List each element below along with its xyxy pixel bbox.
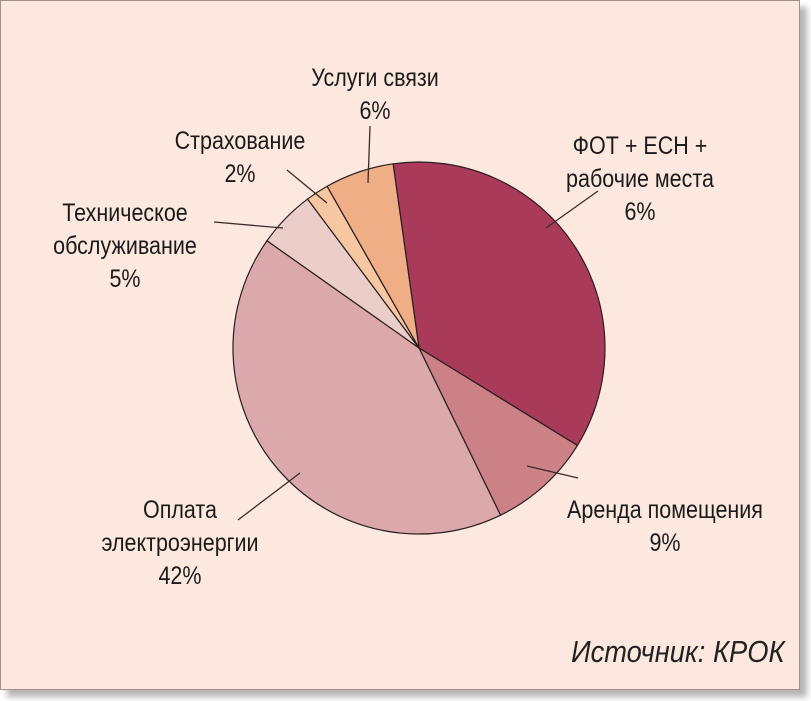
- label-electricity-line1: Оплата: [143, 496, 217, 524]
- label-arenda-pct: 9%: [649, 529, 681, 557]
- leader-line-communications: [367, 125, 371, 184]
- label-communications: Услуги связи 6%: [280, 62, 469, 128]
- label-insurance-line1: Страхование: [174, 127, 306, 155]
- label-arenda: Аренда помещения 9%: [540, 494, 789, 560]
- pie-slice-communications: [326, 163, 420, 349]
- leader-line-maintenance: [213, 221, 284, 229]
- label-fot-line2: рабочие места: [566, 165, 714, 193]
- label-fot-line1: ФОТ + ЕСН +: [572, 132, 708, 160]
- label-fot-pct: 6%: [624, 198, 656, 226]
- pie-slice-arenda: [417, 346, 579, 516]
- label-electricity-pct: 42%: [158, 562, 202, 590]
- leader-line-electricity: [237, 472, 301, 521]
- label-insurance-pct: 2%: [224, 160, 256, 188]
- pie-slice-electricity: [232, 239, 502, 535]
- label-insurance: Страхование 2%: [154, 125, 326, 191]
- label-communications-line1: Услуги связи: [311, 64, 439, 92]
- label-maintenance-pct: 5%: [109, 265, 141, 293]
- leader-line-insurance: [286, 169, 328, 204]
- label-communications-pct: 6%: [359, 97, 391, 125]
- source-note: Источник: КРОК: [571, 634, 785, 669]
- label-fot: ФОТ + ЕСН + рабочие места 6%: [537, 130, 743, 229]
- label-electricity-line2: электроэнергии: [101, 529, 259, 557]
- label-maintenance-line1: Техническое: [62, 199, 188, 227]
- leader-line-arenda: [526, 465, 579, 479]
- pie-slice-fot: [392, 161, 606, 447]
- label-electricity: Оплата электроэнергии 42%: [81, 494, 279, 593]
- leader-line-fot: [545, 190, 599, 229]
- label-maintenance-line2: обслуживание: [53, 232, 197, 260]
- label-arenda-line1: Аренда помещения: [567, 496, 763, 524]
- label-maintenance: Техническое обслуживание 5%: [30, 197, 219, 296]
